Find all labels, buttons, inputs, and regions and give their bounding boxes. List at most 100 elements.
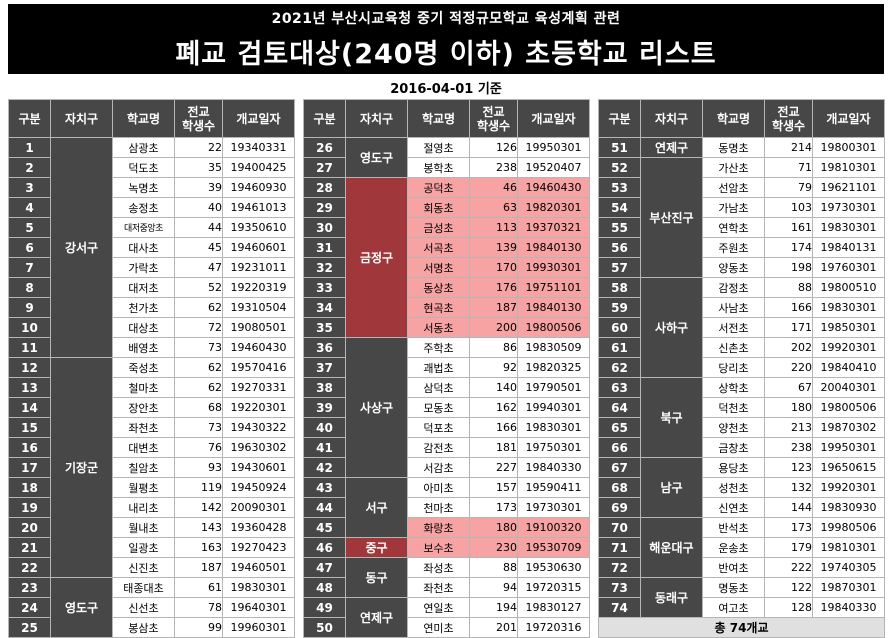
school-name: 공덕초 (407, 177, 470, 198)
row-number: 73 (598, 577, 641, 598)
student-count: 220 (764, 357, 813, 378)
school-name: 여고초 (702, 597, 765, 618)
district-cell: 금정구 (345, 177, 408, 338)
school-name: 칠암초 (112, 457, 175, 478)
district-cell: 영도구 (50, 577, 113, 638)
table-row: 6 대사초 45 19460601 (8, 237, 295, 258)
table-row: 64 덕천초 180 19800506 (598, 397, 885, 418)
school-name: 보수초 (407, 537, 470, 558)
student-count: 213 (764, 417, 813, 438)
district-cell: 부산진구 (640, 157, 703, 278)
table-row: 42 서감초 227 19840330 (303, 457, 590, 478)
row-number: 28 (303, 177, 346, 198)
table-row: 14 장안초 68 19220301 (8, 397, 295, 418)
student-count: 174 (764, 237, 813, 258)
row-number: 14 (8, 397, 51, 418)
open-date: 19800506 (812, 397, 885, 418)
header-no: 구분 (598, 99, 641, 138)
student-count: 88 (469, 557, 518, 578)
school-name: 연학초 (702, 217, 765, 238)
district-cell: 연제구 (345, 597, 408, 638)
open-date: 19950301 (812, 437, 885, 458)
student-count: 122 (764, 577, 813, 598)
school-name: 철마초 (112, 377, 175, 398)
student-count: 45 (174, 237, 223, 258)
open-date: 19960301 (222, 617, 295, 638)
school-name: 선암초 (702, 177, 765, 198)
district-cell: 연제구 (640, 137, 703, 158)
row-number: 8 (8, 277, 51, 298)
open-date: 19940301 (517, 397, 590, 418)
open-date: 19790501 (517, 377, 590, 398)
table-row: 4 송정초 40 19461013 (8, 197, 295, 218)
student-count: 230 (469, 537, 518, 558)
district-cell: 북구 (640, 377, 703, 458)
student-count: 238 (469, 157, 518, 178)
row-number: 44 (303, 497, 346, 518)
student-count: 61 (174, 577, 223, 598)
student-count: 166 (764, 297, 813, 318)
open-date: 19430322 (222, 417, 295, 438)
table-row: 33 동상초 176 19751101 (303, 277, 590, 298)
student-count: 73 (174, 417, 223, 438)
student-count: 71 (764, 157, 813, 178)
school-name: 화랑초 (407, 517, 470, 538)
school-name: 아미초 (407, 477, 470, 498)
student-count: 73 (174, 337, 223, 358)
header-students-line1: 전교 (777, 104, 800, 119)
open-date: 19100320 (517, 517, 590, 538)
header-students-line2: 학생수 (771, 118, 806, 133)
row-number: 72 (598, 557, 641, 578)
row-number: 45 (303, 517, 346, 538)
table-row: 16 대변초 76 19630302 (8, 437, 295, 458)
student-count: 144 (764, 497, 813, 518)
open-date: 19830301 (812, 297, 885, 318)
row-number: 31 (303, 237, 346, 258)
school-name: 성천초 (702, 477, 765, 498)
open-date: 19740305 (812, 557, 885, 578)
school-name: 감정초 (702, 277, 765, 298)
open-date: 19800301 (812, 137, 885, 158)
row-number: 59 (598, 297, 641, 318)
row-number: 54 (598, 197, 641, 218)
row-number: 58 (598, 277, 641, 298)
open-date: 19270331 (222, 377, 295, 398)
row-number: 62 (598, 357, 641, 378)
school-name: 가산초 (702, 157, 765, 178)
table-row: 67 남구 용당초 123 19650615 (598, 457, 885, 518)
school-name: 신촌초 (702, 337, 765, 358)
row-number: 5 (8, 217, 51, 238)
row-number: 38 (303, 377, 346, 398)
student-count: 126 (469, 137, 518, 158)
school-name: 연미초 (407, 617, 470, 638)
student-count: 162 (469, 397, 518, 418)
header-students: 전교 학생수 (174, 99, 223, 138)
school-name: 가락초 (112, 257, 175, 278)
school-name: 덕포초 (407, 417, 470, 438)
row-number: 11 (8, 337, 51, 358)
table-row: 56 주원초 174 19840131 (598, 237, 885, 258)
row-number: 48 (303, 577, 346, 598)
row-number: 24 (8, 597, 51, 618)
school-name: 양천초 (702, 417, 765, 438)
table-row: 60 서전초 171 19850301 (598, 317, 885, 338)
student-count: 63 (469, 197, 518, 218)
table-row: 54 가남초 103 19730301 (598, 197, 885, 218)
student-count: 139 (469, 237, 518, 258)
open-date: 19460430 (517, 177, 590, 198)
row-number: 64 (598, 397, 641, 418)
district-cell: 강서구 (50, 137, 113, 358)
row-number: 39 (303, 397, 346, 418)
student-count: 128 (764, 597, 813, 618)
header-no: 구분 (8, 99, 51, 138)
open-date: 20040301 (812, 377, 885, 398)
school-table-2: 구분 자치구 학교명 전교 학생수 개교일자 26 영도구 절영초 126 19950301 27 봉학… (303, 99, 590, 638)
table-row: 59 사남초 166 19830301 (598, 297, 885, 318)
school-name: 동명초 (702, 137, 765, 158)
open-date: 19830301 (517, 417, 590, 438)
open-date: 19590411 (517, 477, 590, 498)
open-date: 19810301 (812, 537, 885, 558)
document-title: 폐교 검토대상(240명 이하) 초등학교 리스트 (175, 39, 717, 70)
table-row: 55 연학초 161 19830301 (598, 217, 885, 238)
student-count: 99 (174, 617, 223, 638)
